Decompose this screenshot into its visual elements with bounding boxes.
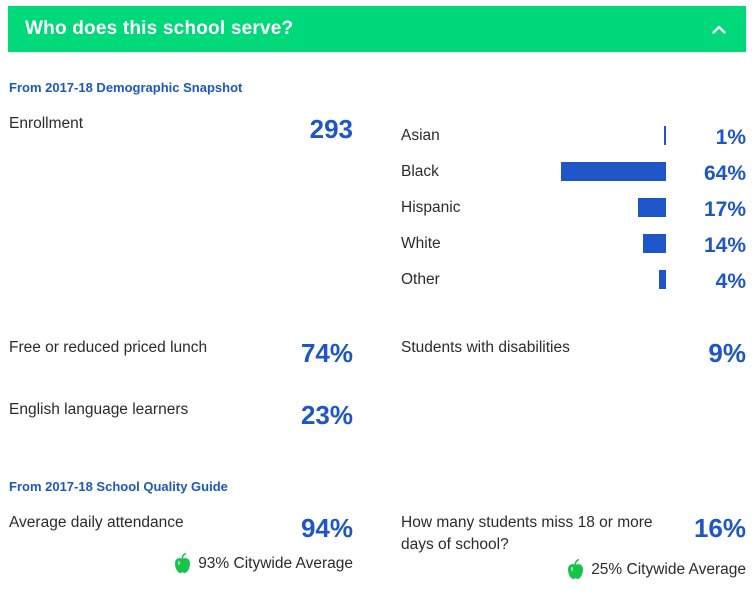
race-label-other: Other	[401, 271, 440, 288]
race-value-black: 64%	[703, 162, 746, 185]
absence-citywide-text: 25% Citywide Average	[591, 560, 746, 578]
race-value-hispanic: 17%	[703, 198, 746, 221]
apple-icon	[174, 553, 191, 574]
apple-icon	[567, 559, 584, 580]
lunch-value: 74%	[300, 338, 353, 368]
race-bar-black	[561, 162, 666, 181]
quality-section-label: From 2017-18 School Quality Guide	[9, 479, 228, 494]
race-bar-other	[659, 270, 666, 289]
chevron-up-icon[interactable]	[710, 20, 728, 38]
absence-citywide: 25% Citywide Average	[567, 559, 746, 580]
race-label-black: Black	[401, 163, 439, 180]
race-label-asian: Asian	[401, 127, 440, 144]
enrollment-value: 293	[309, 114, 353, 144]
race-label-hispanic: Hispanic	[401, 199, 461, 216]
lunch-label: Free or reduced priced lunch	[9, 339, 208, 356]
section-title: Who does this school serve?	[25, 18, 294, 39]
enrollment-label: Enrollment	[9, 115, 84, 132]
race-bar-hispanic	[638, 198, 666, 217]
race-value-other: 4%	[715, 270, 746, 293]
absence-value: 16%	[693, 513, 746, 543]
attendance-citywide-text: 93% Citywide Average	[198, 554, 353, 572]
disabilities-label: Students with disabilities	[401, 339, 570, 356]
race-value-asian: 1%	[715, 126, 746, 149]
ell-label: English language learners	[9, 401, 189, 418]
race-value-white: 14%	[703, 234, 746, 257]
section-header[interactable]: Who does this school serve?	[8, 6, 746, 52]
race-bar-white	[643, 234, 666, 253]
snapshot-section-label: From 2017-18 Demographic Snapshot	[9, 80, 243, 95]
attendance-label: Average daily attendance	[9, 514, 184, 531]
attendance-citywide: 93% Citywide Average	[174, 553, 353, 574]
ell-value: 23%	[300, 400, 353, 430]
race-label-white: White	[401, 235, 441, 252]
race-bar-asian	[664, 126, 666, 145]
absence-label: How many students miss 18 or more days o…	[401, 514, 653, 553]
attendance-value: 94%	[300, 513, 353, 543]
disabilities-value: 9%	[708, 338, 746, 368]
